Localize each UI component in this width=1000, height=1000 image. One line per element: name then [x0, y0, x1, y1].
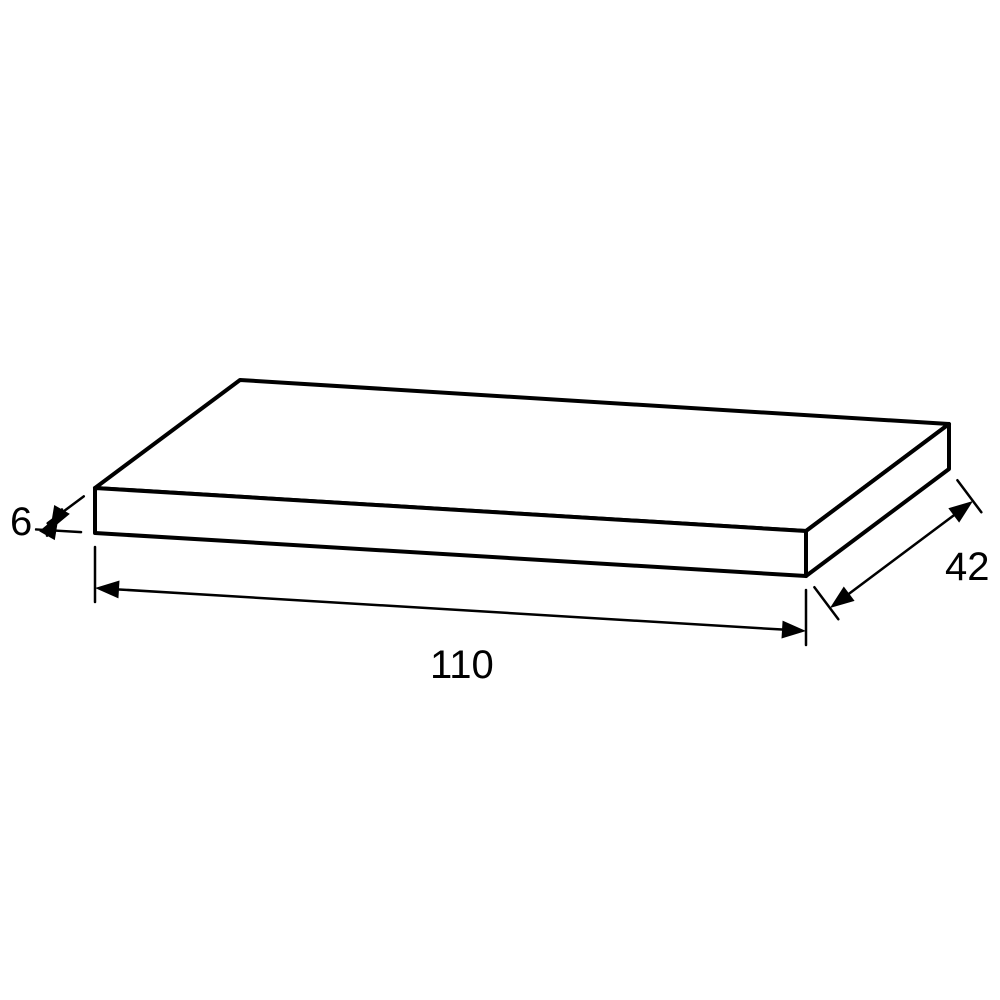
- dimensioned-slab-diagram: 110 42 6: [0, 0, 1000, 1000]
- dimension-width-label: 110: [430, 643, 494, 687]
- dimension-depth-label: 42: [945, 545, 990, 589]
- slab-box: [95, 380, 949, 576]
- dimension-height-label: 6: [10, 500, 32, 544]
